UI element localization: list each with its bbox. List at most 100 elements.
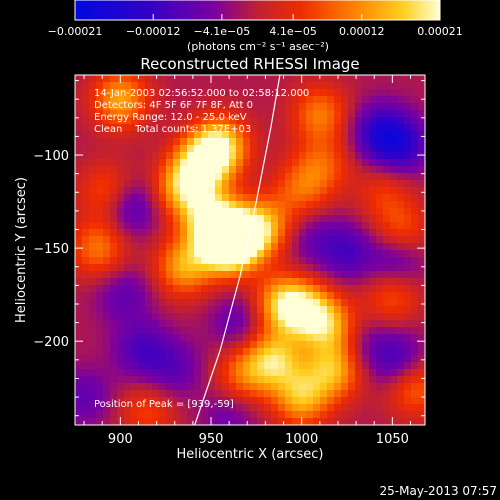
heatmap-cell (208, 96, 216, 104)
heatmap-cell (187, 159, 195, 167)
heatmap-cell (411, 89, 419, 97)
heatmap-cell (187, 285, 195, 293)
heatmap-cell (292, 292, 300, 300)
heatmap-cell (278, 222, 286, 230)
heatmap-cell (110, 369, 118, 377)
heatmap-cell (75, 299, 83, 307)
heatmap-cell (418, 75, 425, 83)
heatmap-cell (362, 152, 370, 160)
heatmap-cell (250, 194, 258, 202)
heatmap-cell (355, 278, 363, 286)
heatmap-cell (348, 187, 356, 195)
heatmap-cell (166, 243, 174, 251)
heatmap-cell (285, 236, 293, 244)
heatmap-cell (117, 117, 125, 125)
heatmap-cell (411, 411, 419, 419)
heatmap-cell (166, 208, 174, 216)
heatmap-cell (376, 152, 384, 160)
heatmap-cell (201, 117, 209, 125)
heatmap-cell (215, 110, 223, 118)
heatmap-cell (201, 110, 209, 118)
heatmap-cell (145, 236, 153, 244)
heatmap-cell (138, 341, 146, 349)
heatmap-cell (404, 208, 412, 216)
heatmap-cell (285, 299, 293, 307)
heatmap-cell (180, 187, 188, 195)
heatmap-cell (334, 404, 342, 412)
heatmap-cell (89, 313, 97, 321)
heatmap-cell (110, 355, 118, 363)
heatmap-cell (299, 306, 307, 314)
heatmap-cell (306, 320, 314, 328)
heatmap-cell (194, 215, 202, 223)
heatmap-cell (236, 355, 244, 363)
heatmap-cell (229, 222, 237, 230)
heatmap-cell (145, 404, 153, 412)
heatmap-cell (131, 194, 139, 202)
heatmap-cell (215, 411, 223, 419)
heatmap-cell (194, 75, 202, 83)
heatmap-cell (278, 299, 286, 307)
heatmap-cell (152, 208, 160, 216)
heatmap-cell (362, 236, 370, 244)
heatmap-cell (397, 243, 405, 251)
heatmap-cell (327, 131, 335, 139)
heatmap-cell (299, 341, 307, 349)
heatmap-cell (376, 299, 384, 307)
heatmap-cell (201, 292, 209, 300)
heatmap-cell (306, 82, 314, 90)
heatmap-cell (243, 131, 251, 139)
heatmap-cell (187, 348, 195, 356)
heatmap-cell (257, 348, 265, 356)
heatmap-cell (369, 138, 377, 146)
heatmap-cell (327, 201, 335, 209)
heatmap-cell (271, 166, 279, 174)
heatmap-cell (229, 348, 237, 356)
heatmap-cell (306, 152, 314, 160)
heatmap-cell (152, 75, 160, 83)
heatmap-cell (145, 397, 153, 405)
heatmap-cell (159, 327, 167, 335)
heatmap-cell (82, 306, 90, 314)
heatmap-cell (194, 201, 202, 209)
heatmap-cell (264, 194, 272, 202)
heatmap-cell (362, 138, 370, 146)
heatmap-cell (362, 89, 370, 97)
heatmap-cell (292, 208, 300, 216)
heatmap-cell (320, 89, 328, 97)
heatmap-cell (138, 173, 146, 181)
heatmap-cell (243, 236, 251, 244)
heatmap-cell (271, 131, 279, 139)
heatmap-cell (250, 334, 258, 342)
heatmap-cell (390, 194, 398, 202)
heatmap-cell (362, 82, 370, 90)
heatmap-cell (180, 243, 188, 251)
heatmap-cell (96, 236, 104, 244)
heatmap-cell (418, 110, 425, 118)
heatmap-cell (173, 369, 181, 377)
heatmap-cell (194, 334, 202, 342)
heatmap-cell (201, 236, 209, 244)
heatmap-cell (117, 229, 125, 237)
heatmap-cell (194, 306, 202, 314)
heatmap-cell (250, 418, 258, 425)
heatmap-cell (236, 201, 244, 209)
heatmap-cell (348, 278, 356, 286)
heatmap-cell (243, 327, 251, 335)
heatmap-cell (75, 201, 83, 209)
heatmap-cell (187, 152, 195, 160)
heatmap-cell (278, 187, 286, 195)
heatmap-cell (229, 201, 237, 209)
heatmap-cell (369, 75, 377, 83)
heatmap-cell (75, 355, 83, 363)
heatmap-cell (236, 390, 244, 398)
heatmap-cell (271, 327, 279, 335)
heatmap-cell (397, 362, 405, 370)
heatmap-cell (334, 236, 342, 244)
heatmap-cell (390, 418, 398, 425)
heatmap-cell (397, 320, 405, 328)
heatmap-cell (117, 124, 125, 132)
heatmap-cell (348, 131, 356, 139)
heatmap-cell (243, 369, 251, 377)
heatmap-cell (257, 229, 265, 237)
